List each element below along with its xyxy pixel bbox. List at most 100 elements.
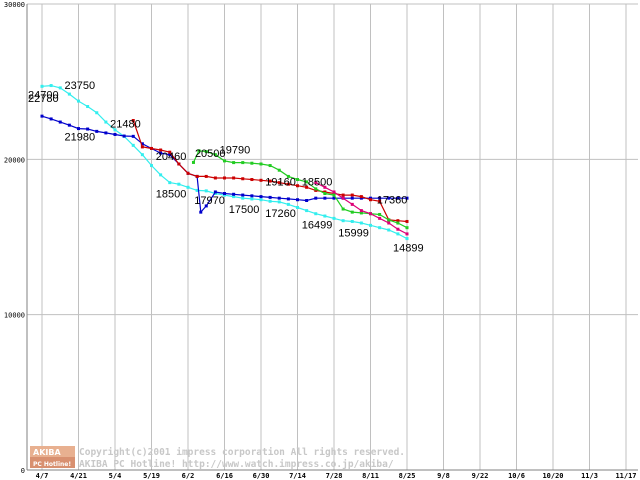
data-point-green [204,150,208,154]
data-point-green [241,161,245,165]
data-point-cyan [159,173,163,177]
data-point-blue [140,142,144,146]
x-tick-label: 4/21 [70,472,87,480]
data-point-red [405,219,409,223]
series-magenta [314,181,409,236]
data-point-cyan [177,182,181,186]
data-point-cyan [140,153,144,157]
data-point-blue [199,210,203,214]
data-point-cyan [232,195,236,199]
data-point-red [232,176,236,180]
data-label: 15999 [338,227,369,239]
data-label: 20460 [156,151,187,163]
data-label: 21980 [65,132,96,144]
data-point-red [323,190,327,194]
data-point-blue [286,197,290,201]
data-point-cyan [104,120,108,124]
data-point-blue [77,127,80,131]
data-point-red [314,188,318,192]
data-point-blue [332,196,336,200]
data-point-blue [223,192,226,196]
data-point-blue [277,196,281,200]
data-point-magenta [369,212,372,216]
data-point-green [259,162,263,166]
data-point-red [213,176,217,180]
x-tick-label: 8/25 [399,472,416,480]
data-point-red [204,174,208,178]
data-point-green [359,211,363,215]
data-point-blue [204,204,208,208]
data-point-blue [113,132,117,136]
data-point-cyan [186,185,190,189]
data-point-magenta [350,202,354,206]
data-point-blue [250,194,254,198]
data-point-red [369,198,372,202]
x-tick-label: 10/6 [508,472,525,480]
data-point-cyan [305,209,309,213]
data-point-cyan [250,197,254,201]
x-tick-label: 11/3 [581,472,598,480]
x-tick-label: 5/4 [109,472,122,480]
data-point-green [268,164,272,168]
y-tick-label: 10000 [4,312,25,320]
data-label: 14899 [393,243,424,255]
data-point-red [259,178,263,182]
data-point-cyan [277,200,281,204]
y-tick-labels: 0 10000 20000 30000 [4,1,25,475]
axes [26,4,638,471]
data-point-red [296,184,299,188]
copyright-line: Copyright(c)2001 impress corporation All… [79,447,405,458]
data-point-magenta [314,181,318,185]
data-point-cyan [223,193,226,197]
data-point-blue [213,190,217,194]
data-label: 20500 [195,148,226,160]
data-point-blue [305,198,309,202]
data-point-blue [350,196,354,200]
data-point-magenta [323,185,327,189]
data-point-red [241,177,245,181]
x-tick-label: 9/22 [472,472,489,480]
data-point-cyan [67,92,71,96]
data-point-cyan [86,105,90,109]
data-point-cyan [296,205,299,209]
data-point-green [323,192,327,196]
data-point-blue [259,195,263,199]
pc-hotline-logo-text: PC Hotline! [33,461,71,468]
data-point-green [232,161,236,165]
data-point-green [341,207,345,211]
x-tick-label: 9/8 [437,472,450,480]
data-label: 22780 [28,93,59,105]
data-point-red [168,150,172,154]
data-point-red [305,185,309,189]
data-point-red [140,145,144,149]
x-tick-label: 11/17 [615,472,636,480]
data-point-red [195,174,199,178]
data-point-cyan [341,219,345,223]
data-point-blue [369,196,372,200]
data-point-blue [241,193,245,197]
data-point-blue [104,131,108,135]
data-point-cyan [359,221,363,225]
series-red [131,119,409,223]
grid [27,3,638,471]
series-blue [40,114,409,214]
series-cyan [40,84,409,241]
data-label: 16499 [302,220,333,232]
data-point-blue [359,196,363,200]
data-point-green [223,159,226,163]
data-point-cyan [268,199,272,203]
data-point-green [277,168,281,172]
data-point-magenta [405,232,409,236]
data-point-magenta [378,216,382,220]
data-point-cyan [204,189,208,193]
data-point-green [405,226,409,230]
data-point-red [332,192,336,196]
data-point-cyan [259,198,263,202]
data-point-blue [405,196,409,200]
data-point-blue [67,123,71,127]
data-point-blue [58,120,62,124]
series-group [40,84,409,241]
data-point-cyan [350,219,354,223]
data-point-blue [86,127,90,131]
data-point-cyan [369,223,372,227]
